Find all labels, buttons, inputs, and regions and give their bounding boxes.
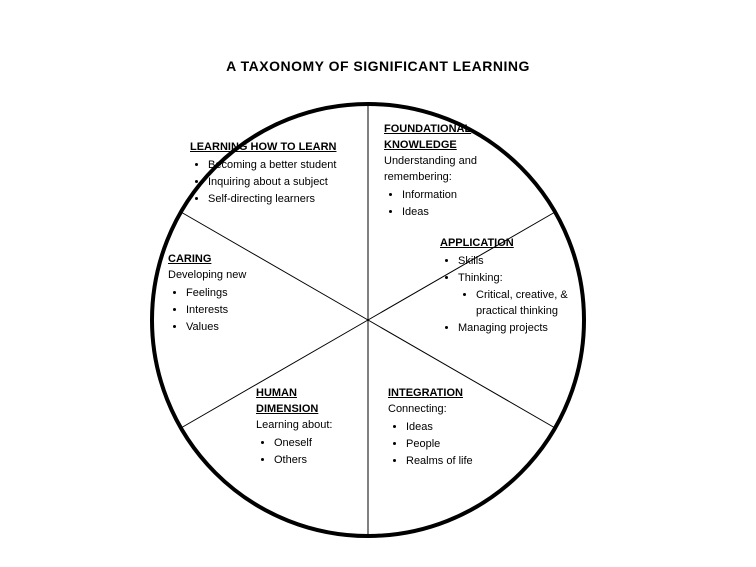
segment-foundational-knowledge: FOUNDATIONAL KNOWLEDGE Understanding and… (384, 122, 544, 222)
list-item: Feelings (186, 286, 308, 302)
heading: FOUNDATIONAL KNOWLEDGE (384, 122, 544, 154)
list-item: Critical, creative, & practical thinking (476, 288, 610, 320)
list-item: Skills (458, 254, 610, 270)
list-item: Ideas (406, 420, 538, 436)
bullet-list: Oneself Others (256, 436, 376, 469)
list-item: Others (274, 453, 376, 469)
segment-integration: INTEGRATION Connecting: Ideas People Rea… (388, 386, 538, 471)
page: A TAXONOMY OF SIGNIFICANT LEARNING FOUND… (0, 0, 756, 567)
bullet-list: Ideas People Realms of life (388, 420, 538, 470)
heading: LEARNING HOW TO LEARN (190, 140, 370, 156)
list-item: Ideas (402, 205, 544, 221)
heading: APPLICATION (440, 236, 610, 252)
subtitle: Connecting: (388, 402, 538, 418)
list-item: Inquiring about a subject (208, 175, 370, 191)
bullet-list: Information Ideas (384, 188, 544, 221)
heading: INTEGRATION (388, 386, 538, 402)
list-item: Managing projects (458, 321, 610, 337)
list-item: Self-directing learners (208, 192, 370, 208)
heading-line1: HUMAN (256, 386, 376, 402)
list-item: Interests (186, 303, 308, 319)
heading-line2: DIMENSION (256, 402, 376, 418)
list-item-label: Thinking: (458, 272, 503, 284)
list-item: Becoming a better student (208, 158, 370, 174)
segment-application: APPLICATION Skills Thinking: Critical, c… (440, 236, 610, 338)
segment-caring: CARING Developing new Feelings Interests… (168, 252, 308, 337)
subtitle: Developing new (168, 268, 308, 284)
list-item: People (406, 437, 538, 453)
sub-bullet-list: Critical, creative, & practical thinking (458, 288, 610, 320)
bullet-list: Becoming a better student Inquiring abou… (190, 158, 370, 208)
segment-learning-how-to-learn: LEARNING HOW TO LEARN Becoming a better … (190, 140, 370, 209)
list-item: Oneself (274, 436, 376, 452)
list-item: Realms of life (406, 454, 538, 470)
subtitle: Understanding and remembering: (384, 154, 544, 186)
list-item: Values (186, 320, 308, 336)
subtitle: Learning about: (256, 418, 376, 434)
heading: CARING (168, 252, 308, 268)
bullet-list: Skills Thinking: Critical, creative, & p… (440, 254, 610, 337)
list-item: Information (402, 188, 544, 204)
taxonomy-circle: FOUNDATIONAL KNOWLEDGE Understanding and… (148, 100, 588, 540)
segment-human-dimension: HUMAN DIMENSION Learning about: Oneself … (256, 386, 376, 470)
page-title: A TAXONOMY OF SIGNIFICANT LEARNING (0, 58, 756, 74)
bullet-list: Feelings Interests Values (168, 286, 308, 336)
list-item: Thinking: Critical, creative, & practica… (458, 271, 610, 320)
